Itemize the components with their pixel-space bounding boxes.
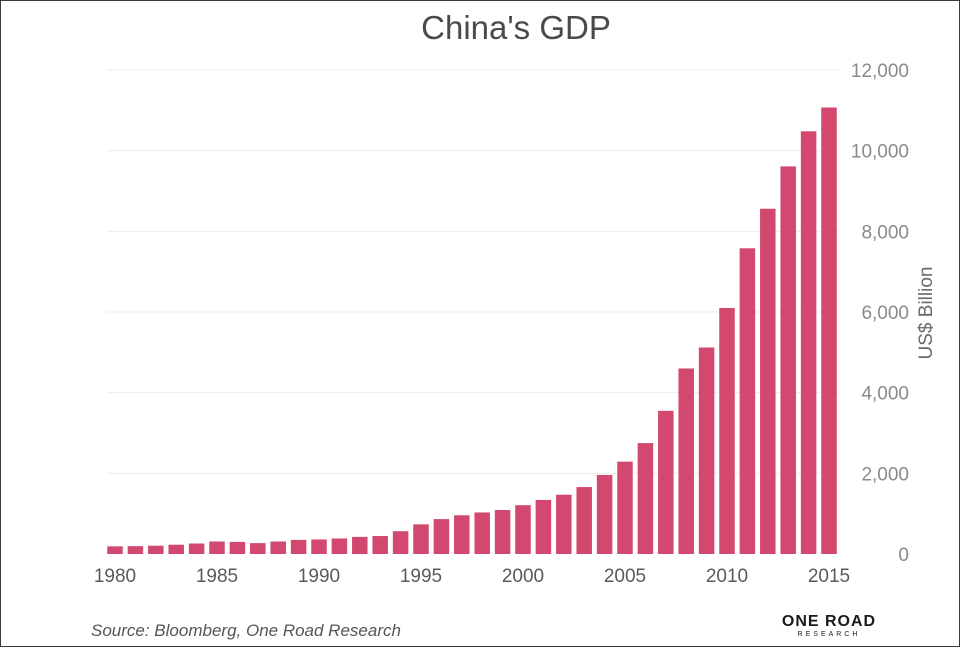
bar-1988 <box>270 541 286 554</box>
y-tick-label: 6,000 <box>861 303 909 324</box>
bar-1990 <box>311 539 327 554</box>
bar-2005 <box>617 461 633 554</box>
y-tick-label: 0 <box>898 545 909 566</box>
bar-1993 <box>372 536 388 554</box>
y-tick-label: 4,000 <box>861 384 909 405</box>
x-tick-label: 2000 <box>502 566 544 587</box>
bar-2003 <box>576 487 592 554</box>
bar-2012 <box>760 208 776 554</box>
bar-2014 <box>800 131 817 554</box>
bar-1996 <box>433 519 450 554</box>
brand-subtitle: RESEARCH <box>797 631 861 638</box>
y-axis-label: US$ Billion <box>916 267 937 360</box>
bar-1987 <box>250 543 266 554</box>
bar-1997 <box>454 515 470 554</box>
bar-1980 <box>107 546 123 554</box>
brand-name: ONE ROAD <box>781 613 877 630</box>
bar-1998 <box>474 512 490 554</box>
bar-2009 <box>698 347 715 554</box>
x-axis: 1980 1985 1990 1995 2000 2005 2010 2015 <box>94 566 850 587</box>
bar-2013 <box>780 166 796 554</box>
x-tick-label: 2005 <box>604 566 646 587</box>
bar-1984 <box>188 543 205 554</box>
gridlines <box>107 69 839 474</box>
bar-1981 <box>127 546 144 554</box>
bar-1994 <box>392 531 409 554</box>
bar-1995 <box>413 524 429 554</box>
y-tick-label: 12,000 <box>851 61 909 82</box>
x-tick-label: 1995 <box>400 566 442 587</box>
bar-1982 <box>148 545 164 554</box>
bar-2008 <box>678 368 694 554</box>
x-tick-label: 1990 <box>298 566 340 587</box>
y-tick-label: 10,000 <box>851 142 909 163</box>
bar-2011 <box>739 248 756 555</box>
bar-series <box>107 107 837 555</box>
bar-1983 <box>168 544 184 554</box>
bar-2004 <box>596 474 613 554</box>
bar-1985 <box>209 541 225 554</box>
bar-2000 <box>515 505 531 554</box>
bar-2010 <box>719 307 735 554</box>
bar-1991 <box>331 538 348 554</box>
bar-1999 <box>494 510 511 554</box>
x-tick-label: 1980 <box>94 566 136 587</box>
source-note: Source: Bloomberg, One Road Research <box>91 621 401 640</box>
bar-2006 <box>637 443 654 554</box>
bar-2007 <box>658 410 674 554</box>
y-axis: 0 2,000 4,000 6,000 8,000 10,000 12,000 <box>851 61 909 566</box>
bar-2001 <box>535 499 552 554</box>
x-tick-label: 1985 <box>196 566 238 587</box>
chart-title: China's GDP <box>421 9 611 46</box>
brand-logo: ONE ROAD RESEARCH <box>771 613 887 638</box>
bar-2015 <box>821 107 837 554</box>
y-tick-label: 8,000 <box>861 222 909 243</box>
x-tick-label: 2015 <box>808 566 850 587</box>
bar-2002 <box>556 494 572 554</box>
x-tick-label: 2010 <box>706 566 748 587</box>
y-tick-label: 2,000 <box>861 464 909 485</box>
bar-1986 <box>229 541 246 554</box>
bar-1992 <box>352 536 368 554</box>
bar-1989 <box>290 539 307 554</box>
